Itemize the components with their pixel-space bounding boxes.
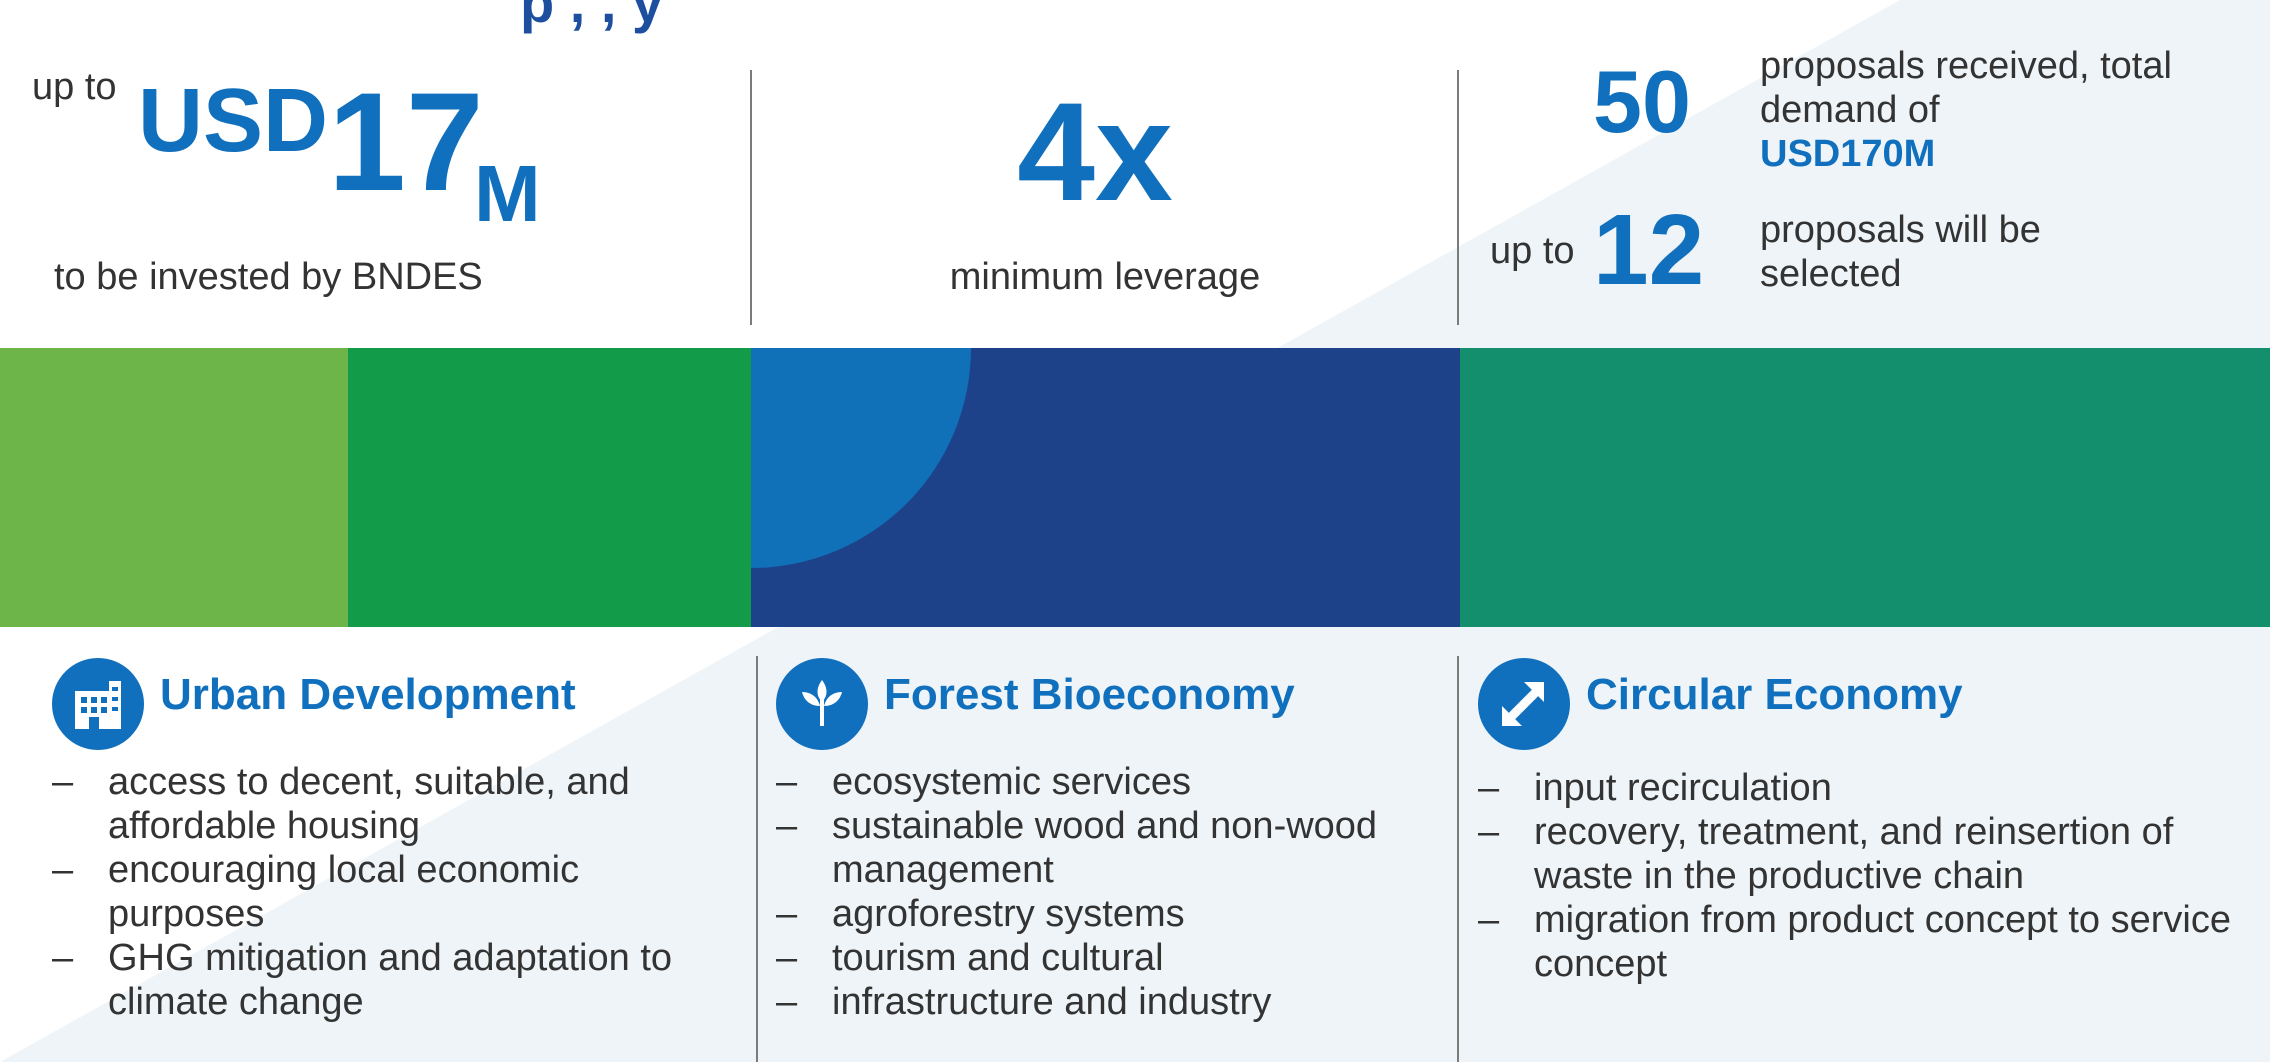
category-header: Forest Bioeconomy: [776, 656, 1436, 750]
proposals-received-count: 50: [1593, 52, 1691, 151]
category-circular-economy: Circular Economy input recirculation rec…: [1478, 656, 2258, 985]
tree-icon: [776, 658, 868, 750]
investment-unit: M: [474, 149, 541, 238]
double-arrow-icon: [1478, 658, 1570, 750]
stat-divider-2: [1457, 70, 1459, 325]
list-item: sustainable wood and non-wood management: [776, 804, 1436, 892]
list-item: ecosystemic services: [776, 760, 1436, 804]
list-item: tourism and cultural: [776, 936, 1436, 980]
color-band-navy: [751, 348, 1460, 627]
list-item: migration from product concept to servic…: [1478, 898, 2258, 986]
category-title: Urban Development: [160, 670, 576, 719]
category-list: input recirculation recovery, treatment,…: [1478, 766, 2258, 986]
investment-amount: 17: [328, 63, 484, 220]
investment-caption: to be invested by BNDES: [54, 256, 483, 298]
leverage-value: 4x: [1017, 73, 1173, 230]
list-item: GHG mitigation and adaptation to climate…: [52, 936, 742, 1024]
category-header: Urban Development: [52, 656, 742, 750]
category-urban-development: Urban Development access to decent, suit…: [52, 656, 742, 1023]
color-band-green: [348, 348, 751, 627]
quarter-circle-decoration: [751, 348, 971, 568]
color-band-teal: [1460, 348, 2270, 627]
list-item: agroforestry systems: [776, 892, 1436, 936]
proposals-received-text: proposals received, total demand of USD1…: [1760, 44, 2260, 176]
investment-prefix: up to: [32, 66, 117, 108]
investment-currency: USD: [138, 71, 329, 171]
category-header: Circular Economy: [1478, 656, 2258, 750]
list-item: infrastructure and industry: [776, 980, 1436, 1024]
list-item: input recirculation: [1478, 766, 2258, 810]
color-band-light-green: [0, 348, 348, 627]
category-title: Forest Bioeconomy: [884, 670, 1295, 719]
proposals-selected-count: 12: [1593, 194, 1705, 306]
column-divider-2: [1457, 656, 1459, 1062]
proposals-demand-value: USD170M: [1760, 133, 1936, 175]
category-forest-bioeconomy: Forest Bioeconomy ecosystemic services s…: [776, 656, 1436, 1024]
list-item: encouraging local economic purposes: [52, 848, 742, 936]
column-divider-1: [756, 656, 758, 1062]
page-title-fragment: p , , y: [520, 0, 664, 34]
list-item: access to decent, suitable, and affordab…: [52, 760, 742, 848]
building-icon: [52, 658, 144, 750]
leverage-caption: minimum leverage: [949, 256, 1261, 298]
proposals-selected-text: proposals will be selected: [1760, 209, 2041, 295]
category-title: Circular Economy: [1586, 670, 1963, 719]
category-list: ecosystemic services sustainable wood an…: [776, 760, 1436, 1024]
stat-divider-1: [750, 70, 752, 325]
proposals-received-label: proposals received, total demand of: [1760, 45, 2172, 131]
proposals-selected-prefix: up to: [1490, 230, 1575, 272]
category-list: access to decent, suitable, and affordab…: [52, 760, 742, 1024]
list-item: recovery, treatment, and reinsertion of …: [1478, 810, 2258, 898]
